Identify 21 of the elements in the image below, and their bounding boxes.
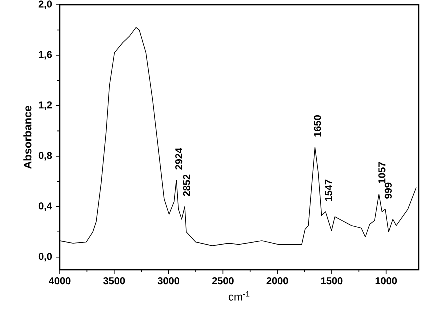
x-tick-label: 3500 <box>104 278 126 285</box>
x-tick-label: 1000 <box>376 278 398 285</box>
x-tick-label: 3000 <box>158 278 180 285</box>
x-tick-label: 2500 <box>212 278 234 285</box>
annotation: 2852 <box>183 174 190 196</box>
annotation: 999 <box>384 182 392 199</box>
y-tick-label: 1,2 <box>39 102 52 110</box>
x-axis-title: cm$^{-1}$ <box>228 291 250 301</box>
y-tick-label: 0,8 <box>38 152 52 161</box>
annotation: 2924 <box>176 148 183 170</box>
y-tick-label: 0,0 <box>38 253 52 262</box>
annotation: 1650 <box>314 116 322 137</box>
x-tick-label: 2000 <box>266 278 288 285</box>
x-tick-label: 1500 <box>321 278 343 285</box>
annotation: 1547 <box>325 180 332 202</box>
y-axis-title: Absorbance <box>24 106 32 170</box>
y-tick-label: 1,6 <box>39 51 52 60</box>
y-tick-label: 2,0 <box>38 0 52 10</box>
x-tick-label: 4000 <box>49 278 71 285</box>
annotation: 1057 <box>378 162 386 184</box>
y-tick-label: 0,4 <box>38 202 52 212</box>
